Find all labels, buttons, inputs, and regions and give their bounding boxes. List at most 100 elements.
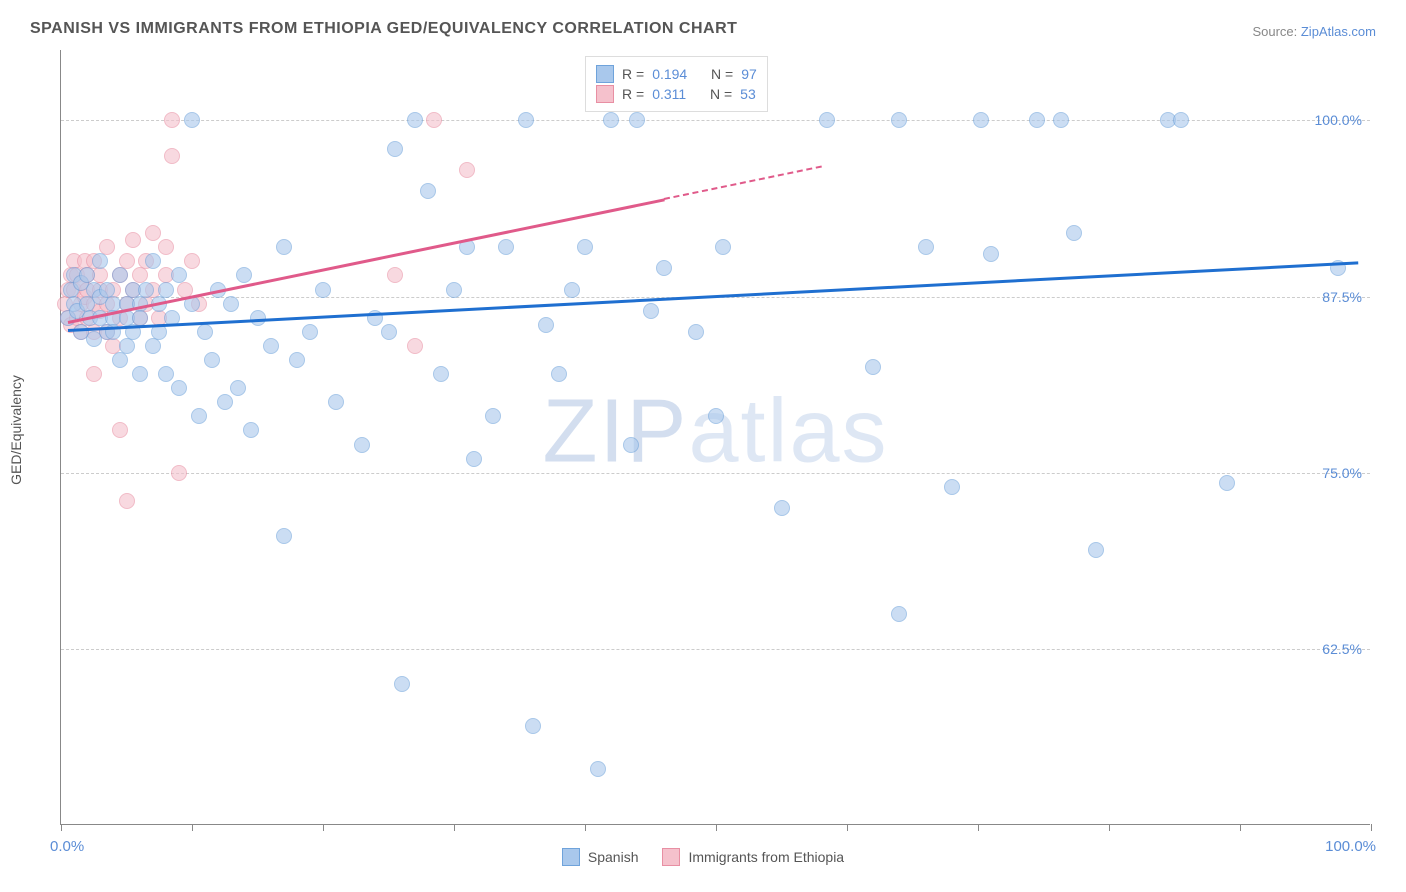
point-blue — [656, 260, 672, 276]
point-blue — [158, 366, 174, 382]
point-blue — [328, 394, 344, 410]
point-blue — [217, 394, 233, 410]
point-blue — [865, 359, 881, 375]
point-blue — [1029, 112, 1045, 128]
point-pink — [407, 338, 423, 354]
point-blue — [708, 408, 724, 424]
point-pink — [119, 493, 135, 509]
r-value: 0.194 — [652, 66, 687, 82]
gridline — [61, 473, 1370, 474]
plot-area: ZIPatlas 62.5% 75.0% 87.5% 100.0% R = 0.194 N… — [60, 50, 1370, 825]
point-pink — [171, 465, 187, 481]
source-prefix: Source: — [1252, 24, 1300, 39]
point-blue — [774, 500, 790, 516]
point-blue — [119, 338, 135, 354]
point-blue — [191, 408, 207, 424]
watermark-a: ZIP — [542, 381, 688, 481]
point-blue — [1088, 542, 1104, 558]
legend-item-ethiopia: Immigrants from Ethiopia — [662, 848, 844, 866]
bottom-legend: Spanish Immigrants from Ethiopia — [0, 848, 1406, 866]
point-blue — [918, 239, 934, 255]
r-label: R = — [622, 86, 644, 102]
point-pink — [145, 225, 161, 241]
point-blue — [381, 324, 397, 340]
point-blue — [302, 324, 318, 340]
point-blue — [1219, 475, 1235, 491]
r-value: 0.311 — [652, 86, 686, 102]
x-tick — [1109, 824, 1110, 831]
point-blue — [590, 761, 606, 777]
point-blue — [629, 112, 645, 128]
point-blue — [354, 437, 370, 453]
y-axis-title: GED/Equivalency — [8, 375, 24, 485]
n-value: 97 — [741, 66, 757, 82]
point-pink — [86, 366, 102, 382]
trendline-pink-dash — [663, 166, 821, 200]
watermark: ZIPatlas — [542, 380, 888, 483]
point-blue — [315, 282, 331, 298]
point-blue — [230, 380, 246, 396]
point-blue — [204, 352, 220, 368]
swatch-blue — [596, 65, 614, 83]
point-blue — [223, 296, 239, 312]
point-blue — [564, 282, 580, 298]
point-blue — [158, 282, 174, 298]
legend-item-spanish: Spanish — [562, 848, 639, 866]
point-blue — [891, 606, 907, 622]
point-blue — [394, 676, 410, 692]
point-pink — [426, 112, 442, 128]
point-blue — [643, 303, 659, 319]
source-link[interactable]: ZipAtlas.com — [1301, 24, 1376, 39]
point-blue — [197, 324, 213, 340]
stats-row-blue: R = 0.194 N = 97 — [596, 65, 757, 83]
point-blue — [171, 267, 187, 283]
point-pink — [112, 422, 128, 438]
point-pink — [184, 253, 200, 269]
point-blue — [171, 380, 187, 396]
x-tick — [716, 824, 717, 831]
y-tick-label: 100.0% — [1315, 112, 1362, 128]
x-tick — [192, 824, 193, 831]
x-tick — [978, 824, 979, 831]
point-pink — [164, 148, 180, 164]
point-blue — [184, 112, 200, 128]
point-blue — [819, 112, 835, 128]
gridline — [61, 649, 1370, 650]
n-value: 53 — [740, 86, 756, 102]
point-blue — [263, 338, 279, 354]
point-blue — [289, 352, 305, 368]
point-blue — [603, 112, 619, 128]
x-tick — [585, 824, 586, 831]
point-blue — [250, 310, 266, 326]
y-tick-label: 87.5% — [1322, 289, 1362, 305]
legend-label-ethiopia: Immigrants from Ethiopia — [688, 849, 844, 865]
point-blue — [1053, 112, 1069, 128]
point-pink — [158, 239, 174, 255]
y-tick-label: 75.0% — [1322, 465, 1362, 481]
x-tick — [1240, 824, 1241, 831]
legend-swatch-blue — [562, 848, 580, 866]
x-tick — [61, 824, 62, 831]
stats-legend: R = 0.194 N = 97 R = 0.311 N = 53 — [585, 56, 768, 112]
point-blue — [276, 528, 292, 544]
x-tick — [1371, 824, 1372, 831]
point-blue — [145, 338, 161, 354]
point-blue — [498, 239, 514, 255]
point-blue — [551, 366, 567, 382]
x-tick — [847, 824, 848, 831]
point-blue — [407, 112, 423, 128]
swatch-pink — [596, 85, 614, 103]
r-label: R = — [622, 66, 644, 82]
point-blue — [236, 267, 252, 283]
n-label: N = — [711, 66, 733, 82]
n-label: N = — [710, 86, 732, 102]
point-blue — [112, 267, 128, 283]
point-blue — [243, 422, 259, 438]
point-blue — [276, 239, 292, 255]
point-blue — [688, 324, 704, 340]
source-attribution: Source: ZipAtlas.com — [1252, 24, 1376, 39]
stats-row-pink: R = 0.311 N = 53 — [596, 85, 757, 103]
point-blue — [538, 317, 554, 333]
point-pink — [125, 232, 141, 248]
y-tick-label: 62.5% — [1322, 641, 1362, 657]
